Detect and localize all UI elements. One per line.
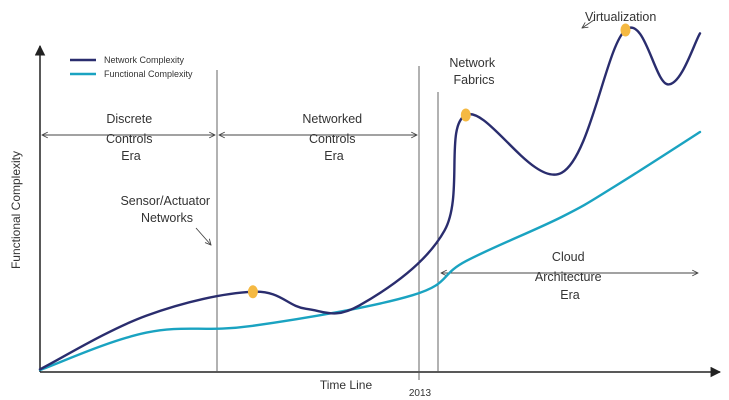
era-label-discrete: Discrete Controls Era <box>106 112 156 163</box>
milestone-label-sensor-actuator: Sensor/Actuator Networks <box>120 194 213 225</box>
milestone-pointer-virtualization <box>582 19 595 28</box>
era-label-networked: Networked Controls Era <box>302 112 365 163</box>
series-line-functional-complexity <box>38 130 702 372</box>
milestone-label-virtualization: Virtualization <box>585 10 656 24</box>
y-axis-label: Functional Complexity <box>9 151 23 269</box>
milestone-pointer-sensor-actuator <box>195 227 211 245</box>
milestone-marker-network-fabrics <box>460 108 471 122</box>
milestone-marker-virtualization <box>620 23 631 37</box>
milestone-marker-sensor-actuator <box>247 285 258 299</box>
x-tick-label-2013: 2013 <box>409 388 432 399</box>
legend-label-network-complexity: Network Complexity <box>104 55 185 65</box>
legend: Network Complexity Functional Complexity <box>70 55 193 79</box>
milestone-label-network-fabrics: Network Fabrics <box>449 56 498 87</box>
legend-label-functional-complexity: Functional Complexity <box>104 69 193 79</box>
series-line-network-complexity <box>38 26 702 371</box>
x-axis-label: Time Line <box>320 378 373 392</box>
era-label-cloud: Cloud Architecture Era <box>535 250 605 302</box>
